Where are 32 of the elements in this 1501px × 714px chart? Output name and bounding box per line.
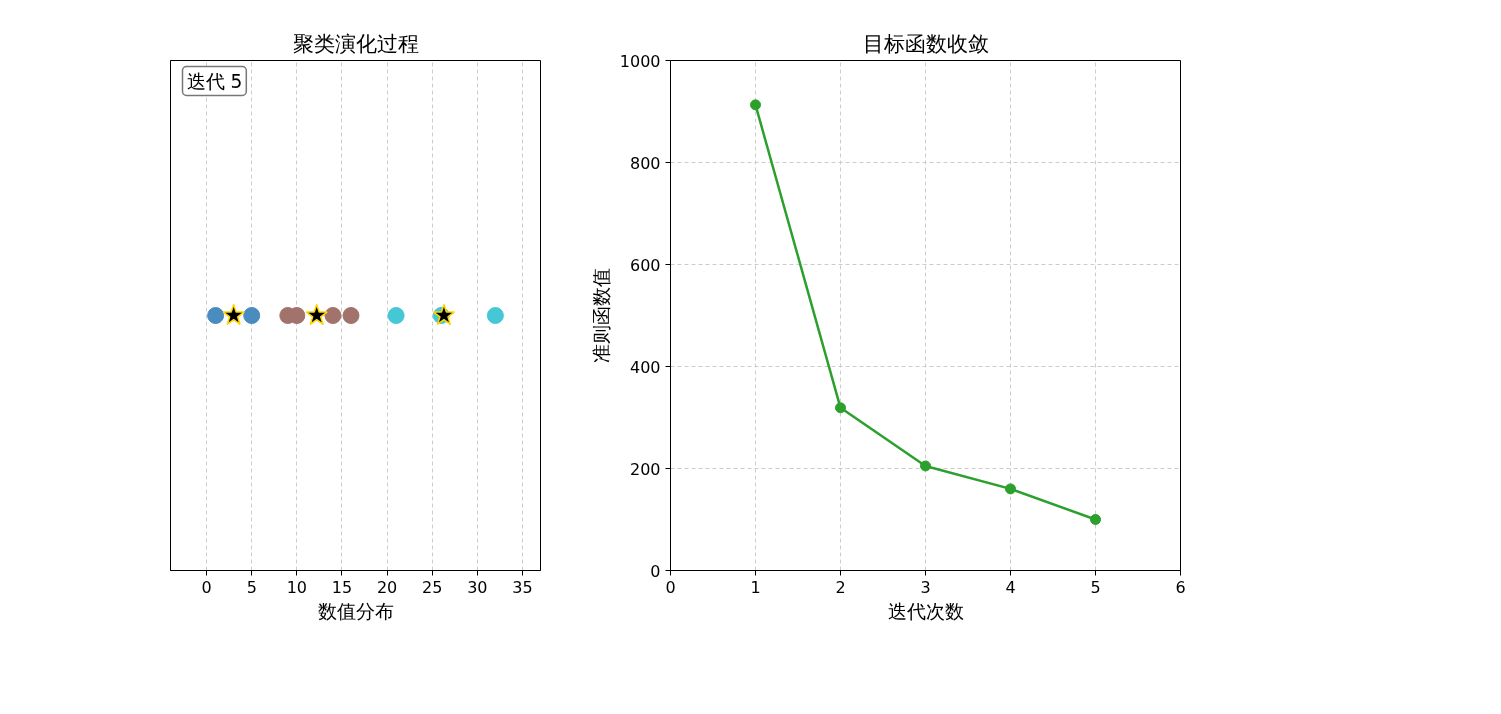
annotation: 迭代 5 xyxy=(186,70,243,92)
x-tick-label: 1 xyxy=(750,577,761,597)
x-tick-label: 15 xyxy=(331,577,353,597)
x-tick-label: 20 xyxy=(376,577,398,597)
x-tick-label: 3 xyxy=(920,577,931,597)
chart-title: 聚类演化过程 xyxy=(292,30,419,56)
x-tick-label: 25 xyxy=(422,577,443,597)
x-tick-label: 35 xyxy=(512,577,533,597)
x-tick-label: 30 xyxy=(467,577,488,597)
x-axis-title: 数值分布 xyxy=(317,600,394,622)
x-tick-label: 4 xyxy=(1005,577,1016,597)
point xyxy=(835,402,846,414)
point xyxy=(750,99,761,111)
y-tick-label: 200 xyxy=(629,459,661,479)
x-tick-label: 5 xyxy=(246,577,257,597)
x-axis-title: 迭代次数 xyxy=(887,600,964,622)
chart-title: 目标函数收敛 xyxy=(862,30,989,56)
x-tick-label: 10 xyxy=(286,577,308,597)
y-axis-title: 准则函数值 xyxy=(590,268,612,363)
point xyxy=(1090,514,1101,525)
y-tick-label: 800 xyxy=(629,153,661,173)
x-tick-label: 0 xyxy=(201,577,212,597)
x-tick-label: 6 xyxy=(1175,577,1186,597)
y-tick-label: 0 xyxy=(650,561,661,581)
y-tick-label: 600 xyxy=(629,255,661,275)
point xyxy=(920,460,931,472)
x-tick-label: 2 xyxy=(835,577,846,597)
x-tick-label: 0 xyxy=(665,577,676,597)
x-tick-label: 5 xyxy=(1090,577,1101,597)
y-tick-label: 400 xyxy=(629,357,661,377)
y-tick-label: 1000 xyxy=(619,51,661,71)
point xyxy=(1005,483,1016,495)
